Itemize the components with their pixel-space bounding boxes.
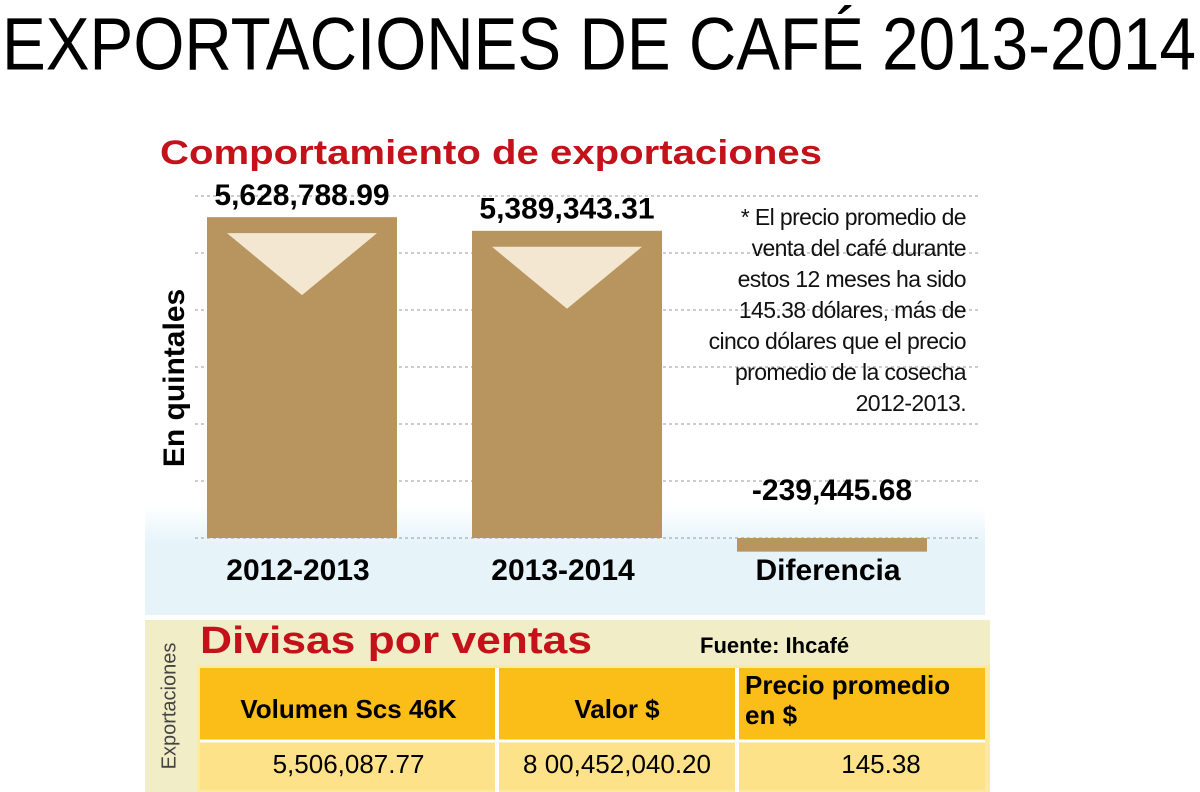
value-label: -239,445.68 <box>752 474 912 507</box>
table-title-band <box>145 620 990 665</box>
note: * El precio promedio de venta del café d… <box>708 204 967 416</box>
x-tick-label: 2012-2013 <box>226 554 369 587</box>
bar-decoration <box>492 246 642 309</box>
table-cell: 145.38 <box>841 749 921 779</box>
side-label: Exportaciones <box>158 643 180 770</box>
table-title: Divisas por ventas <box>200 620 592 662</box>
page-title: EXPORTACIONES DE CAFÉ 2013-2014 <box>2 3 1196 86</box>
table: Volumen Scs 46K Valor $ Precio promedio en… <box>240 670 951 779</box>
header-row <box>200 668 985 740</box>
table-cell: 5,506,087.77 <box>273 749 425 779</box>
side-column <box>145 620 197 792</box>
plot: 2012-2013 5,628,788.99 2013-2014 5,389,343.… <box>195 179 980 587</box>
header-cell: Valor $ <box>574 694 660 724</box>
x-tick-label: Diferencia <box>755 554 900 587</box>
y-axis-label: En quintales <box>158 289 191 467</box>
bar <box>737 538 927 552</box>
table-cell: 8 00,452,040.20 <box>523 749 711 779</box>
x-tick-label: 2013-2014 <box>491 554 635 587</box>
value-label: 5,628,788.99 <box>214 179 389 212</box>
bar-decoration <box>227 233 377 296</box>
source: Fuente: Ihcafé <box>700 633 849 658</box>
value-label: 5,389,343.31 <box>479 193 654 226</box>
data-row <box>200 742 985 790</box>
chart-title: Comportamiento de exportaciones <box>160 134 822 172</box>
header-cell: Volumen Scs 46K <box>240 694 456 724</box>
header-cell: Precio promedio en $ <box>745 670 951 730</box>
header-text: Precio promedio en $ <box>745 670 951 730</box>
